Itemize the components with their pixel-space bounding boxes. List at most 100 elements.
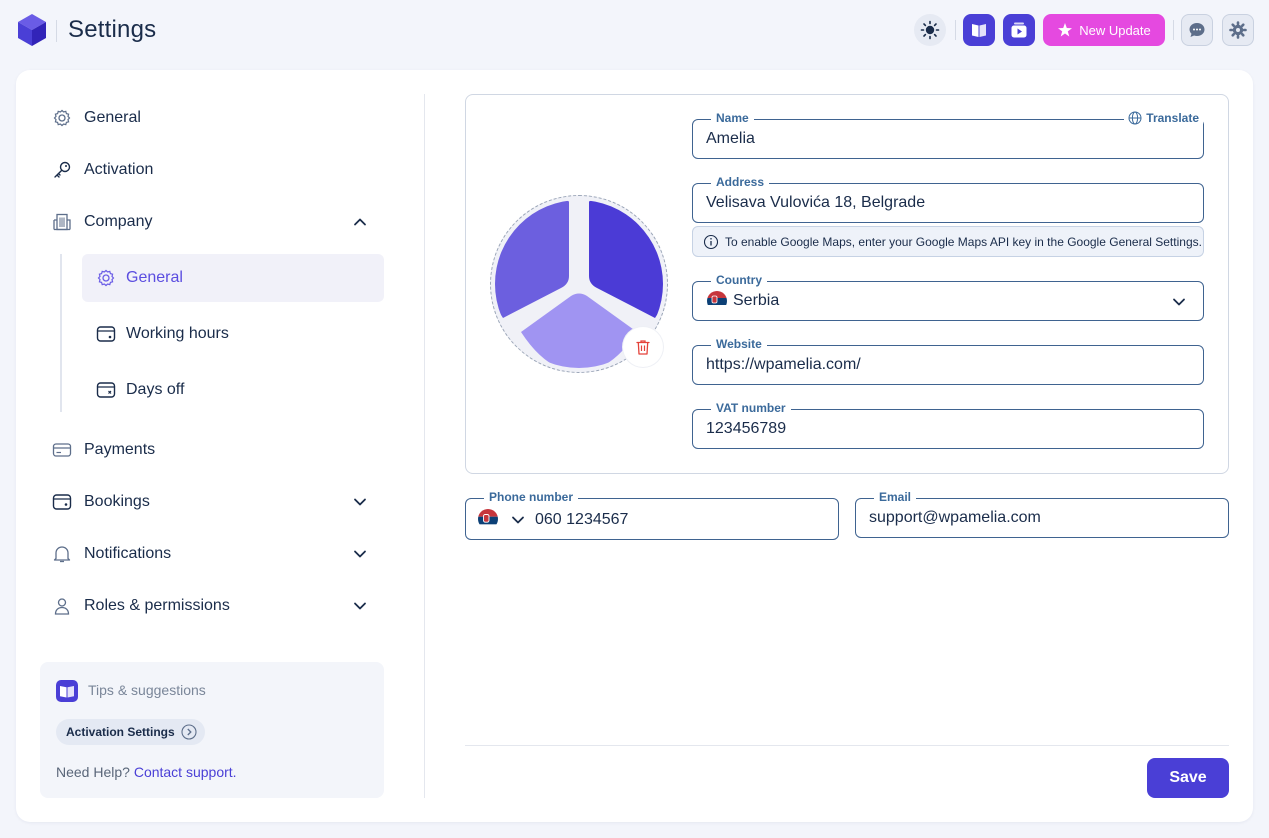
info-icon [703, 234, 719, 249]
sidebar-subitem-days-off[interactable]: Days off [96, 380, 184, 400]
amelia-logo-icon [18, 14, 46, 46]
chevron-down-icon[interactable] [352, 546, 368, 562]
activation-settings-chip[interactable]: Activation Settings [56, 719, 205, 745]
company-info-panel [465, 94, 1229, 474]
new-update-label: New Update [1079, 22, 1151, 38]
settings-gear-button[interactable] [1222, 14, 1254, 46]
website-field[interactable]: Website https://wpamelia.com/ [692, 337, 1204, 385]
email-value: support@wpamelia.com [869, 509, 1041, 526]
address-label: Address [711, 175, 770, 189]
chevron-down-icon [1173, 298, 1185, 306]
email-label: Email [874, 490, 917, 504]
globe-icon [1128, 111, 1142, 125]
country-select[interactable]: Country Serbia [692, 273, 1204, 321]
google-maps-info-note: To enable Google Maps, enter your Google… [692, 226, 1204, 257]
remove-logo-button[interactable] [623, 327, 663, 367]
serbia-flag-icon [707, 291, 727, 311]
chevron-down-icon[interactable] [352, 494, 368, 510]
footer-divider [465, 745, 1229, 746]
maps-note-text: To enable Google Maps, enter your Google… [725, 234, 1202, 249]
save-button[interactable]: Save [1147, 758, 1229, 798]
sidebar-item-company[interactable]: Company [52, 212, 152, 232]
address-field[interactable]: Address Velisava Vulovića 18, Belgrade [692, 175, 1204, 223]
vat-value: 123456789 [706, 420, 787, 437]
sidebar-item-label: General [84, 109, 141, 126]
chevron-down-icon[interactable] [352, 598, 368, 614]
sun-icon [920, 20, 940, 40]
trash-icon [636, 340, 650, 355]
website-label: Website [711, 337, 767, 351]
header-separator [1173, 20, 1174, 40]
user-icon [52, 596, 72, 616]
phone-label: Phone number [484, 490, 579, 504]
page-title: Settings [68, 16, 157, 43]
sidebar-item-bookings[interactable]: Bookings [52, 492, 150, 512]
vat-number-field[interactable]: VAT number 123456789 [692, 401, 1204, 449]
submenu-guide-line [60, 254, 62, 412]
bell-icon [52, 544, 72, 564]
sidebar-subitem-label: Working hours [126, 325, 229, 342]
sidebar-item-general[interactable]: General [52, 108, 141, 128]
gear-icon [1229, 21, 1247, 39]
sidebar-item-label: Roles & permissions [84, 597, 230, 614]
video-tutorials-button[interactable] [1003, 14, 1035, 46]
vat-label: VAT number [711, 401, 791, 415]
wallet-icon [52, 492, 72, 512]
phone-number-field[interactable]: Phone number 060 1234567 [465, 490, 839, 540]
building-icon [52, 212, 72, 232]
sidebar-divider [424, 94, 425, 798]
sidebar-subitem-label: General [126, 269, 183, 286]
sidebar-item-roles-permissions[interactable]: Roles & permissions [52, 596, 230, 616]
sidebar-item-label: Notifications [84, 545, 172, 562]
calendar-clock-icon [96, 324, 116, 344]
address-value: Velisava Vulovića 18, Belgrade [706, 194, 926, 211]
name-field[interactable]: Name Amelia Translate [692, 111, 1204, 159]
company-logo-image [495, 200, 663, 368]
sidebar-subitem-working-hours[interactable]: Working hours [96, 324, 229, 344]
country-label: Country [711, 273, 767, 287]
sidebar-item-label: Activation [84, 161, 154, 178]
translate-button[interactable]: Translate [1124, 111, 1203, 125]
chat-bubble-icon [1189, 23, 1205, 37]
sparkle-icon [1058, 23, 1073, 37]
docs-button[interactable] [963, 14, 995, 46]
new-update-button[interactable]: New Update [1043, 14, 1165, 46]
country-value: Serbia [733, 292, 780, 309]
sidebar-item-notifications[interactable]: Notifications [52, 544, 171, 564]
gear-icon [52, 108, 72, 128]
chat-button[interactable] [1181, 14, 1213, 46]
sidebar-item-label: Payments [84, 441, 156, 458]
phone-value: 060 1234567 [535, 511, 629, 528]
help-text: Need Help? Contact support. [56, 764, 237, 780]
tips-title: Tips & suggestions [88, 682, 206, 698]
email-field[interactable]: Email support@wpamelia.com [855, 490, 1229, 538]
contact-support-link[interactable]: Contact support. [133, 764, 237, 780]
video-icon [1011, 22, 1027, 38]
header-separator [955, 20, 956, 40]
submenu-active-highlight [82, 254, 384, 302]
serbia-flag-icon[interactable] [478, 509, 498, 529]
chevron-right-circle-icon [181, 724, 197, 740]
chevron-up-icon[interactable] [352, 214, 368, 230]
calendar-x-icon [96, 380, 116, 400]
translate-label: Translate [1146, 111, 1199, 125]
name-value: Amelia [706, 130, 755, 147]
key-icon [52, 160, 72, 180]
name-label: Name [711, 111, 754, 125]
sidebar-item-activation[interactable]: Activation [52, 160, 153, 180]
gear-icon [96, 268, 116, 288]
chip-label: Activation Settings [66, 725, 175, 739]
credit-card-icon [52, 440, 72, 460]
sidebar-item-label: Company [84, 213, 153, 230]
title-separator [56, 20, 57, 42]
sidebar-subitem-company-general[interactable]: General [96, 268, 183, 288]
theme-toggle-button[interactable] [914, 14, 946, 46]
book-icon [972, 24, 986, 37]
sidebar-subitem-label: Days off [126, 381, 185, 398]
website-value: https://wpamelia.com/ [706, 356, 861, 373]
help-prefix: Need Help? [56, 764, 130, 780]
sidebar-item-label: Bookings [84, 493, 150, 510]
book-icon [56, 680, 78, 702]
chevron-down-icon[interactable] [510, 512, 526, 528]
sidebar-item-payments[interactable]: Payments [52, 440, 155, 460]
